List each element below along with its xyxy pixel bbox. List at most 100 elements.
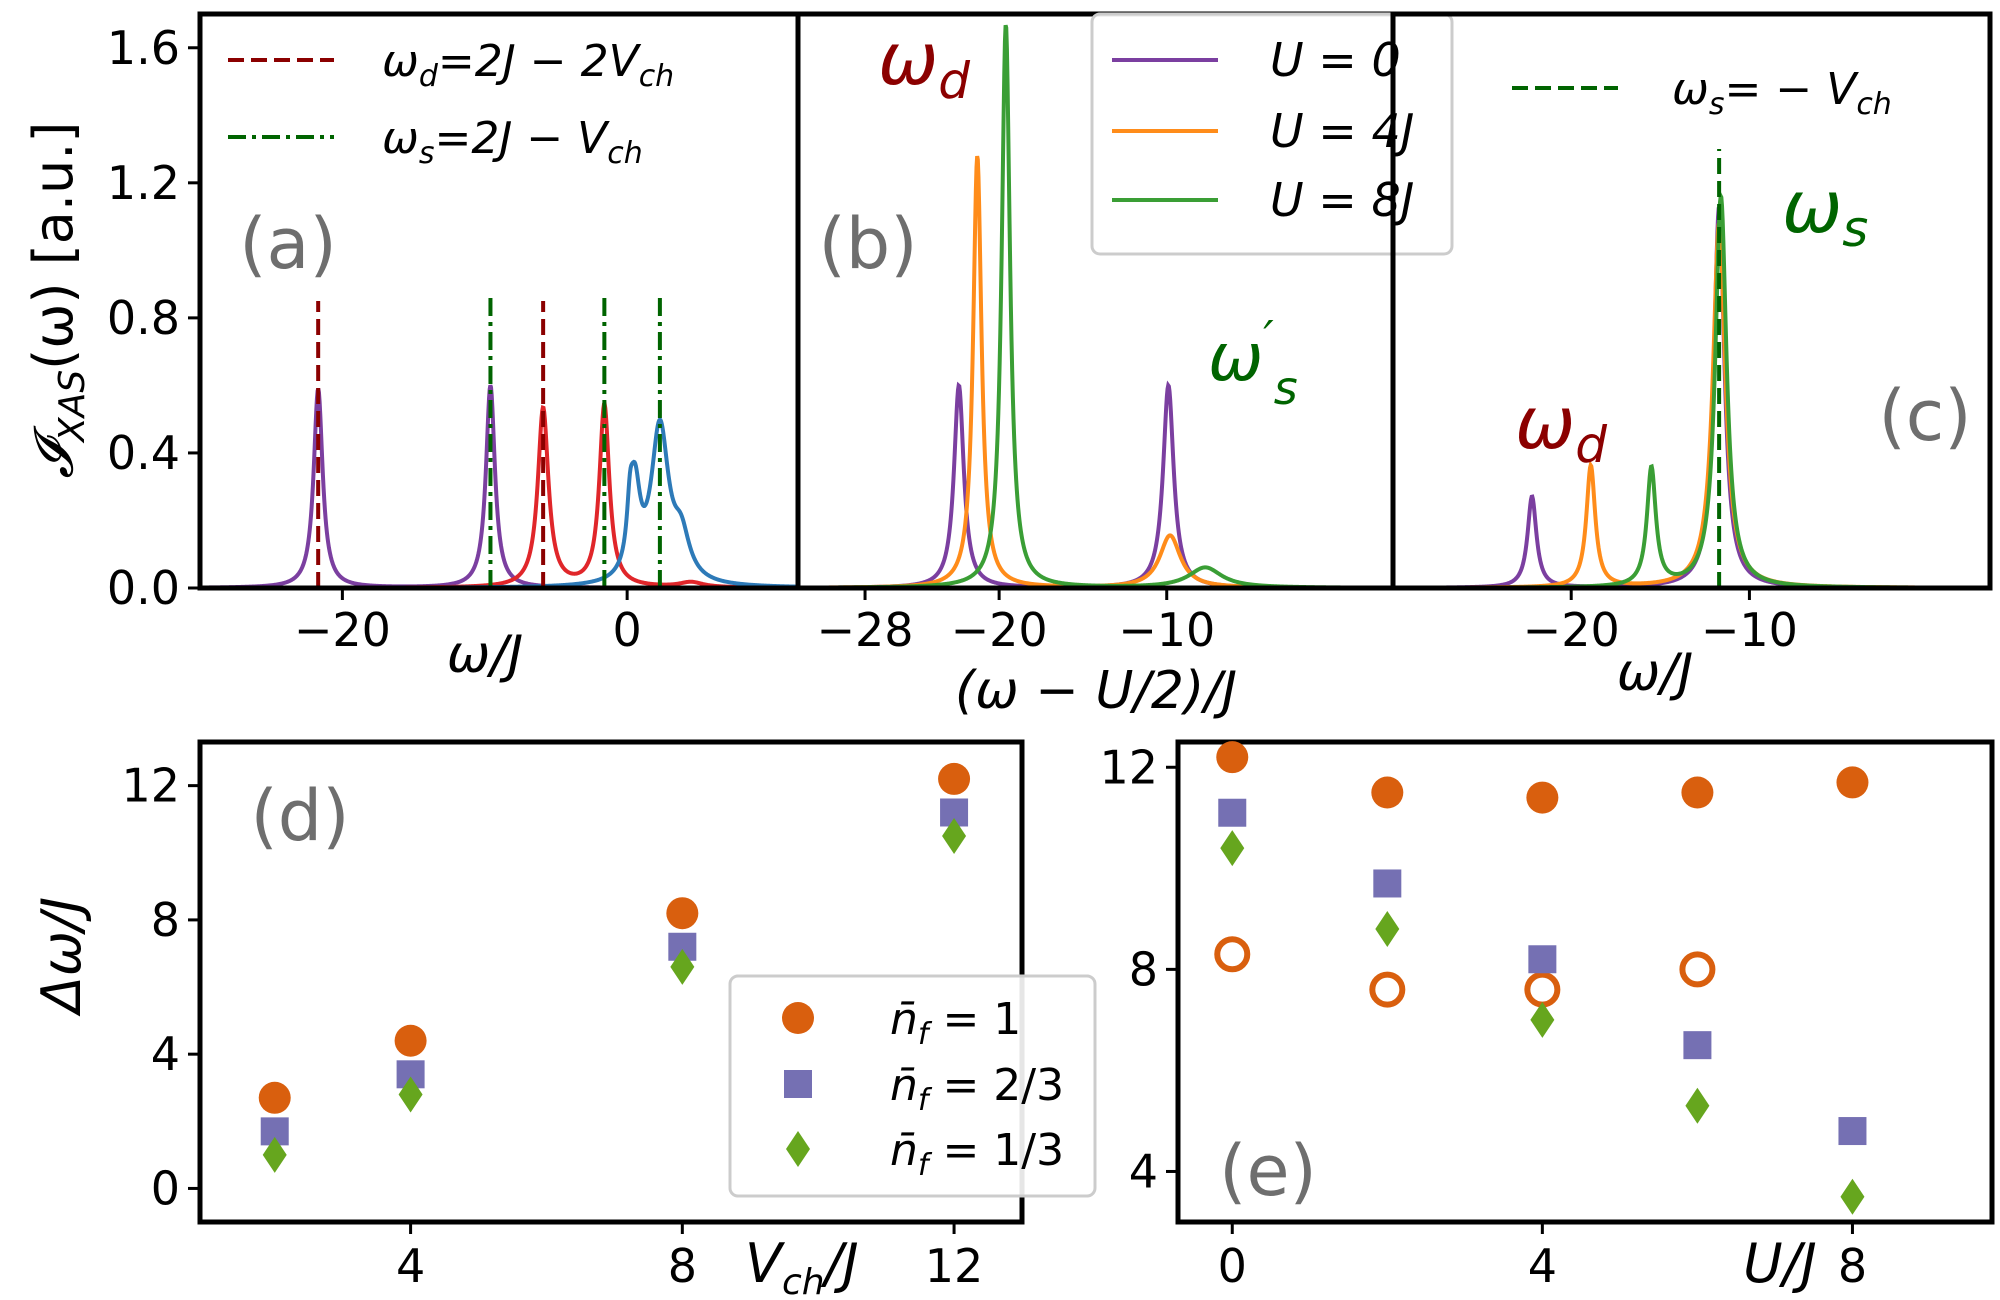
panel-a: −20 0 0.0 0.4 0.8 1.2 1.6 (a) ω/J ωd=2J − 2Vch ωs=…: [107, 11, 801, 685]
panel-d-ytick-label: 0: [151, 1161, 180, 1215]
panel-e-point-2-3: [1683, 1031, 1712, 1060]
panel-c-annotation-omega-s: ωs: [1782, 165, 1868, 258]
panel-d-point-0-0: [258, 1081, 291, 1114]
panel-e-point-1-1: [1369, 971, 1406, 1008]
panel-e-point-0-0: [1216, 741, 1249, 774]
panel-a-ytick-label: 0.8: [107, 291, 180, 345]
panel-b-xtick-label: −20: [951, 603, 1048, 657]
panel-d-legend: n̄f = 1 n̄f = 2/3 n̄f = 1/3: [728, 974, 1097, 1198]
panel-e-xtick-label: 4: [1528, 1239, 1557, 1293]
panel-b-xtick-label: −28: [817, 603, 914, 657]
panel-d-label: (d): [250, 775, 349, 857]
panel-a-frame: [197, 11, 801, 591]
panel-b-xlabel: (ω − U/2)/J: [955, 661, 1237, 721]
panel-c-label: (c): [1878, 375, 1971, 457]
panel-d-legend-label-0: n̄f = 1: [890, 994, 1021, 1052]
panel-c-plot-area: [1393, 149, 1990, 588]
panel-d-legend-marker-2: [786, 1131, 810, 1167]
panel-e-point-2-1: [1373, 869, 1402, 898]
panel-a-xtick-label: 0: [613, 603, 642, 657]
panel-a-label: (a): [239, 203, 337, 285]
panel-d-xtick-label: 8: [668, 1239, 697, 1293]
panel-b-legend-label-2: U = 8J: [1270, 173, 1414, 227]
panel-e-label: (e): [1219, 1130, 1317, 1212]
panel-d-ytick-label: 8: [151, 893, 180, 947]
panel-e-point-0-2: [1526, 781, 1559, 814]
panel-a-xtick-label: −20: [294, 603, 391, 657]
panel-d-xlabel: Vch/J: [745, 1232, 859, 1300]
panel-a-plot-area: [200, 297, 798, 588]
panel-a-ytick-label: 0.0: [107, 561, 180, 615]
plot-layer: −20 0 0.0 0.4 0.8 1.2 1.6 (a) ω/J ωd=2J − 2Vch ωs=…: [107, 11, 1995, 1300]
panel-b-annotation-omega-s-prime: ω′s: [1208, 311, 1298, 415]
panel-a-ytick-label: 1.2: [107, 156, 180, 210]
panel-c-xtick-label: −10: [1701, 603, 1798, 657]
panel-e-point-0-1: [1371, 776, 1404, 809]
panel-b-label: (b): [818, 203, 917, 285]
panel-c-frame: [1390, 11, 1993, 591]
panel-e-point-3-1: [1375, 910, 1400, 947]
panel-e-point-0-4: [1836, 766, 1869, 799]
panel-e-xlabel: U/J: [1743, 1232, 1817, 1295]
panel-d-xtick-label: 4: [396, 1239, 425, 1293]
panel-e-point-2-0: [1218, 798, 1247, 827]
panel-d-ytick-label: 12: [121, 759, 180, 813]
panel-e-point-3-4: [1840, 1178, 1865, 1215]
panel-d-legend-marker-1: [784, 1070, 812, 1098]
panel-b-curve-0: [798, 380, 1393, 588]
panel-e-ytick-label: 8: [1129, 942, 1158, 996]
panel-e-ytick-label: 4: [1129, 1144, 1158, 1198]
panel-a-ytick-label: 1.6: [107, 21, 180, 75]
panel-e-point-1-2: [1524, 971, 1561, 1008]
panel-d-point-2-0: [262, 1136, 287, 1173]
panel-a-curve-1: [200, 401, 798, 588]
panel-d-ytick-label: 4: [151, 1027, 180, 1081]
panel-e-point-3-2: [1530, 1001, 1555, 1038]
panel-b-xtick-label: −10: [1118, 603, 1215, 657]
panel-e-point-2-4: [1838, 1117, 1867, 1146]
panel-d-point-0-3: [938, 762, 971, 795]
panel-e-point-3-3: [1685, 1087, 1710, 1124]
panel-c-legend-label-0: ωs= − Vch: [1672, 64, 1892, 122]
panel-a-legend-label-0: ωd=2J − 2Vch: [382, 36, 674, 94]
panel-b-legend-box: [1090, 12, 1454, 256]
panel-b-legend-label-1: U = 4J: [1270, 104, 1414, 158]
panel-d-point-2-2: [670, 948, 695, 985]
panel-e-xtick-label: 8: [1838, 1239, 1867, 1293]
panel-a-legend: ωd=2J − 2Vch ωs=2J − Vch: [228, 36, 674, 171]
panel-b-legend: U = 0 U = 4J U = 8J: [1090, 12, 1454, 256]
panel-e-point-3-0: [1220, 830, 1245, 867]
panel-e-xtick-label: 0: [1218, 1239, 1247, 1293]
panel-e-ytick-label: 12: [1099, 740, 1158, 794]
panel-a-xlabel: ω/J: [447, 625, 523, 685]
panel-a-ytick-label: 0.4: [107, 426, 180, 480]
panel-e-frame: [1175, 739, 1995, 1225]
panel-a-legend-label-1: ωs=2J − Vch: [382, 113, 643, 171]
panel-e-point-1-0: [1214, 936, 1251, 973]
panel-d-point-2-1: [398, 1076, 423, 1113]
panel-c-annotation-omega-d: ωd: [1515, 381, 1607, 474]
panel-d-legend-marker-0: [782, 1002, 814, 1034]
panel-e-point-1-3: [1679, 951, 1716, 988]
panel-d-point-0-2: [666, 897, 699, 930]
ylabel-bottom: Δω/J: [30, 897, 93, 1017]
panel-e-point-2-2: [1528, 945, 1557, 974]
panel-e-point-0-3: [1681, 776, 1714, 809]
panel-d-point-0-1: [394, 1024, 427, 1057]
panel-b-legend-label-0: U = 0: [1270, 33, 1401, 87]
panel-a-curve-0: [200, 384, 798, 588]
panel-d-xtick-label: 12: [925, 1239, 984, 1293]
panel-d-legend-box: [728, 974, 1097, 1198]
panel-d-point-2-3: [942, 817, 967, 854]
panel-c-legend: ωs= − Vch: [1512, 64, 1892, 122]
panel-d-legend-label-1: n̄f = 2/3: [890, 1060, 1064, 1118]
panel-b-annotation-omega-d: ωd: [878, 17, 970, 110]
panel-a-curve-2: [200, 417, 798, 588]
panel-c: −20 −10 (c) ω/J ωs ωd ωs= − Vch: [1390, 11, 1993, 703]
panel-d-legend-label-2: n̄f = 1/3: [890, 1125, 1064, 1183]
panel-c-xtick-label: −20: [1523, 603, 1620, 657]
panel-e: 0 4 8 4 8 12 (e) U/J: [1099, 739, 1995, 1295]
